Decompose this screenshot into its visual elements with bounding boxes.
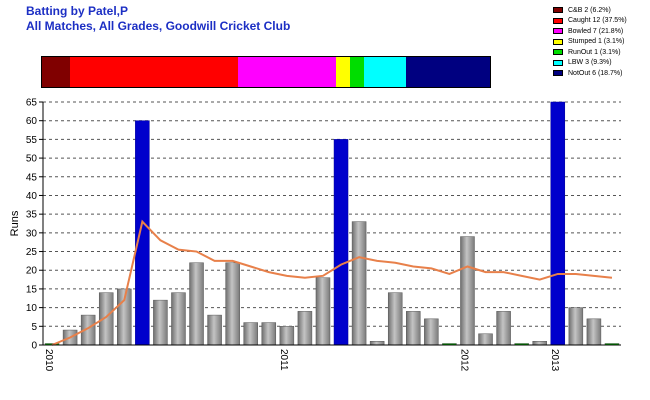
y-tick-label: 45 — [26, 172, 38, 183]
legend-swatch — [553, 17, 563, 24]
legend-swatch — [553, 59, 563, 66]
y-tick-label: 60 — [26, 116, 38, 127]
bar-not-out — [135, 120, 150, 346]
y-tick-label: 5 — [31, 322, 37, 333]
y-tick-label: 15 — [26, 284, 38, 295]
y-axis-title: Runs — [9, 210, 21, 236]
y-tick-label: 40 — [26, 191, 38, 202]
legend-swatch — [553, 28, 563, 35]
bar-innings — [460, 236, 475, 346]
bar-innings — [586, 318, 602, 346]
bar-innings — [153, 299, 168, 346]
bar-innings — [171, 292, 186, 346]
bar-innings — [568, 307, 584, 346]
y-tick-label: 10 — [26, 303, 38, 314]
bar-innings — [387, 292, 403, 346]
y-tick-label: 0 — [31, 341, 37, 352]
chart-title: Batting by Patel,P — [26, 4, 129, 18]
bar-innings — [478, 333, 493, 346]
y-tick-label: 25 — [26, 247, 38, 258]
bar-innings — [351, 221, 367, 346]
legend-label: C&B 2 (6.2%) — [568, 6, 611, 14]
legend-label: NotOut 6 (18.7%) — [568, 69, 623, 77]
legend-label: Caught 12 (37.5%) — [568, 17, 627, 25]
bar-innings — [315, 277, 331, 346]
legend-item: LBW 3 (9.3%) — [553, 58, 627, 69]
legend-swatch — [553, 49, 563, 56]
y-tick-label: 20 — [26, 266, 38, 277]
bar-innings — [496, 311, 511, 346]
average-line — [51, 219, 613, 346]
bar-innings — [225, 262, 240, 346]
x-year-label: 2012 — [458, 349, 469, 372]
legend-item: NotOut 6 (18.7%) — [553, 68, 627, 79]
dismissal-legend: C&B 2 (6.2%) Caught 12 (37.5%) Bowled 7 (2… — [553, 5, 627, 79]
y-tick-label: 30 — [26, 228, 38, 239]
legend-swatch — [553, 70, 563, 77]
chart-subtitle: All Matches, All Grades, Goodwill Cricke… — [26, 19, 291, 33]
legend-item: Caught 12 (37.5%) — [553, 16, 627, 27]
x-year-label: 2011 — [278, 349, 289, 371]
bar-innings — [406, 311, 421, 346]
legend-swatch — [553, 38, 563, 45]
y-tick-label: 35 — [26, 210, 38, 221]
legend-label: LBW 3 (9.3%) — [568, 59, 612, 67]
dismissal-breakdown-bar — [41, 56, 491, 88]
dismissal-segment — [42, 57, 70, 87]
bar-innings — [189, 262, 204, 346]
legend-label: Bowled 7 (21.8%) — [568, 27, 624, 35]
x-year-label: 2013 — [549, 349, 560, 372]
dismissal-segment — [405, 57, 490, 87]
y-tick-label: 65 — [26, 98, 38, 109]
legend-swatch — [553, 7, 563, 14]
dismissal-segment — [336, 57, 351, 87]
y-tick-label: 55 — [26, 135, 38, 146]
bar-innings — [279, 326, 295, 346]
bar-innings — [532, 341, 547, 346]
bar-not-out — [333, 139, 349, 346]
bar-innings — [297, 311, 313, 346]
bar-innings — [207, 314, 222, 346]
legend-item: Stumped 1 (3.1%) — [553, 37, 627, 48]
x-year-label: 2010 — [43, 349, 54, 372]
legend-label: Stumped 1 (3.1%) — [568, 38, 625, 46]
legend-item: Bowled 7 (21.8%) — [553, 26, 627, 37]
bar-innings — [369, 341, 385, 346]
bar-not-out — [550, 101, 566, 346]
bar-innings — [243, 322, 258, 346]
legend-label: RunOut 1 (3.1%) — [568, 48, 621, 56]
dismissal-segment — [238, 57, 337, 87]
legend-item: RunOut 1 (3.1%) — [553, 47, 627, 58]
bar-innings — [424, 318, 439, 346]
y-tick-label: 50 — [26, 154, 38, 165]
dismissal-segment — [350, 57, 365, 87]
dismissal-segment — [69, 57, 239, 87]
dismissal-segment — [364, 57, 406, 87]
bar-innings — [261, 322, 277, 346]
legend-item: C&B 2 (6.2%) — [553, 5, 627, 16]
